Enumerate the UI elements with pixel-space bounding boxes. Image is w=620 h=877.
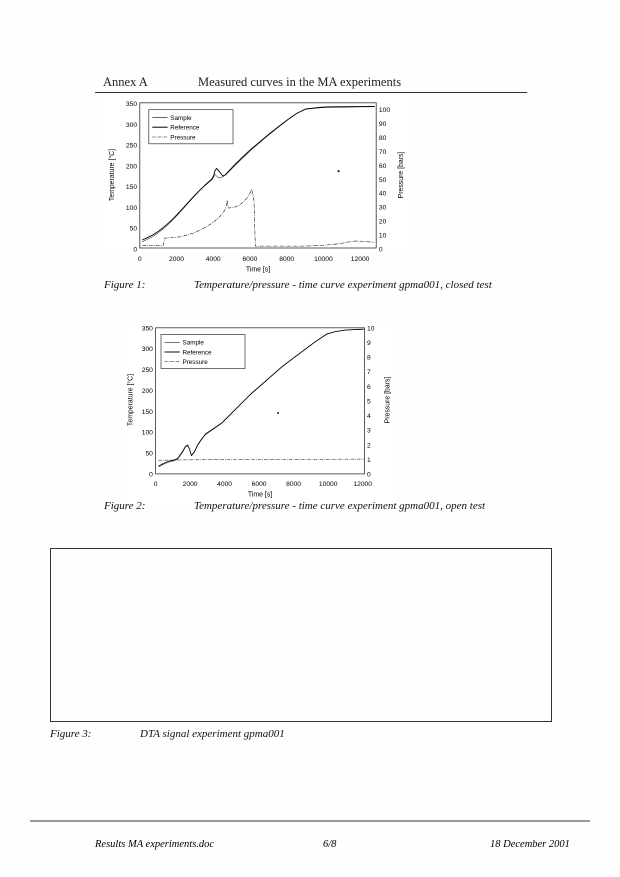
svg-text:150: 150 xyxy=(126,184,137,191)
svg-text:10000: 10000 xyxy=(314,256,333,263)
svg-text:10: 10 xyxy=(379,233,387,240)
svg-text:Pressure [bars]: Pressure [bars] xyxy=(385,377,392,424)
svg-text:2000: 2000 xyxy=(169,256,184,263)
svg-text:30: 30 xyxy=(379,205,387,212)
svg-text:Temperature [°C]: Temperature [°C] xyxy=(127,374,135,426)
svg-text:4: 4 xyxy=(367,413,371,420)
svg-text:8000: 8000 xyxy=(286,481,301,488)
svg-text:8000: 8000 xyxy=(279,256,294,263)
svg-text:50: 50 xyxy=(379,177,387,184)
svg-text:6: 6 xyxy=(367,384,371,391)
svg-text:9: 9 xyxy=(367,340,371,347)
svg-text:0: 0 xyxy=(138,256,142,263)
svg-text:6000: 6000 xyxy=(242,256,257,263)
svg-text:150: 150 xyxy=(142,409,153,416)
svg-text:Reference: Reference xyxy=(170,125,200,132)
svg-text:4000: 4000 xyxy=(206,256,221,263)
svg-text:350: 350 xyxy=(142,325,153,332)
svg-text:2: 2 xyxy=(367,442,371,449)
svg-text:100: 100 xyxy=(142,430,153,437)
svg-text:Sample: Sample xyxy=(170,115,192,122)
svg-text:10000: 10000 xyxy=(319,481,338,488)
svg-text:0: 0 xyxy=(149,472,153,479)
svg-text:60: 60 xyxy=(379,163,387,170)
svg-text:1: 1 xyxy=(367,457,371,464)
svg-text:0: 0 xyxy=(154,481,158,488)
svg-text:40: 40 xyxy=(379,191,387,198)
svg-text:100: 100 xyxy=(379,107,390,114)
svg-text:200: 200 xyxy=(142,388,153,395)
svg-text:Pressure: Pressure xyxy=(170,134,196,141)
svg-text:Temperature [°C]: Temperature [°C] xyxy=(108,149,116,201)
svg-text:Sample: Sample xyxy=(183,340,205,347)
svg-text:50: 50 xyxy=(145,451,153,458)
svg-text:0: 0 xyxy=(367,472,371,479)
svg-text:20: 20 xyxy=(379,219,387,226)
svg-text:Reference: Reference xyxy=(183,349,213,356)
svg-text:Time [s]: Time [s] xyxy=(248,492,272,499)
svg-text:350: 350 xyxy=(126,101,137,108)
svg-text:300: 300 xyxy=(126,122,137,129)
svg-text:12000: 12000 xyxy=(353,481,372,488)
svg-text:Time [s]: Time [s] xyxy=(246,267,270,274)
svg-text:12000: 12000 xyxy=(351,256,370,263)
svg-text:6000: 6000 xyxy=(252,481,267,488)
svg-text:Pressure [bars]: Pressure [bars] xyxy=(398,152,405,199)
svg-text:80: 80 xyxy=(379,135,387,142)
svg-text:5: 5 xyxy=(367,398,371,405)
svg-text:8: 8 xyxy=(367,355,371,362)
svg-text:3: 3 xyxy=(367,428,371,435)
svg-text:7: 7 xyxy=(367,369,371,376)
svg-text:200: 200 xyxy=(126,163,137,170)
svg-text:50: 50 xyxy=(130,226,138,233)
svg-text:2000: 2000 xyxy=(183,481,198,488)
svg-text:4000: 4000 xyxy=(217,481,232,488)
svg-text:10: 10 xyxy=(367,325,375,332)
svg-text:250: 250 xyxy=(142,367,153,374)
svg-text:0: 0 xyxy=(133,247,137,254)
svg-text:90: 90 xyxy=(379,121,387,128)
svg-text:250: 250 xyxy=(126,143,137,150)
svg-text:100: 100 xyxy=(126,205,137,212)
svg-text:300: 300 xyxy=(142,346,153,353)
svg-text:Pressure: Pressure xyxy=(183,359,209,366)
svg-text:0: 0 xyxy=(379,247,383,254)
svg-text:70: 70 xyxy=(379,149,387,156)
